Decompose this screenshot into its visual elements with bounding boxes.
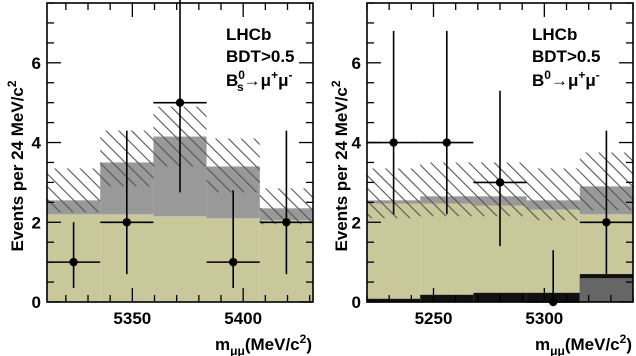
y-ticks-bs: 0 2 4 6: [32, 2, 313, 312]
x-axis-label-b0: mμμ(MeV/c2): [535, 332, 632, 356]
data-point-bs-1: [100, 130, 154, 275]
bar-background-bs-2: [153, 216, 207, 302]
panel-bs: Events per 24 MeV/c2 0 2 4 6 5350 5400 mμμ(M…: [5, 0, 314, 356]
decay-label-b0: B0→μ+μ-: [532, 68, 600, 90]
y-axis-label-bs: Events per 24 MeV/c2: [5, 80, 27, 251]
data-point-b0-2: [473, 90, 527, 247]
bdt-cut-label-bs: BDT>0.5: [226, 47, 295, 66]
panel-b0: Events per 24 MeV/c2 0 2 4 6 5250 5300 mμμ(M…: [329, 2, 634, 356]
x-ticks-b0: 5250 5300: [366, 3, 634, 328]
decay-label-bs: B0 s→μ+μ-: [226, 68, 292, 94]
bar-peaking-b0-1: [420, 294, 474, 302]
experiment-label-bs: LHCb: [226, 25, 271, 44]
x-tick-label-b0-1: 5300: [525, 309, 563, 328]
y-tick-label-bs-1: 2: [32, 213, 41, 232]
bar-background-b0-1: [420, 203, 474, 302]
data-point-bs-3: [206, 190, 260, 289]
x-tick-label-bs-0: 5350: [113, 309, 151, 328]
uncertainty-band-bs-3: [206, 138, 260, 193]
data-point-bs-2: [153, 0, 207, 193]
bar-peaking-inner-b0-4: [579, 278, 633, 302]
data-point-bs-0: [47, 222, 101, 289]
y-ticks-b0: 0 2 4 6: [352, 2, 633, 312]
x-tick-label-b0-0: 5250: [415, 309, 453, 328]
x-ticks-bs: 5350 5400: [65, 3, 311, 328]
bar-peaking-b0-0: [367, 298, 421, 302]
y-tick-label-b0-3: 6: [352, 54, 361, 73]
x-tick-label-bs-1: 5400: [224, 309, 262, 328]
y-tick-label-bs-2: 4: [32, 134, 42, 153]
data-point-b0-1: [420, 30, 474, 215]
x-axis-label-bs: mμμ(MeV/c2): [215, 332, 312, 356]
experiment-label-b0: LHCb: [532, 25, 577, 44]
y-tick-label-b0-0: 0: [352, 293, 361, 312]
y-tick-label-bs-3: 6: [32, 54, 41, 73]
y-axis-label-b0: Events per 24 MeV/c2: [329, 80, 351, 251]
uncertainty-band-bs-0: [47, 168, 101, 213]
bdt-cut-label-b0: BDT>0.5: [532, 47, 601, 66]
y-tick-label-b0-2: 4: [352, 134, 362, 153]
plot-area-bs: [46, 0, 314, 303]
plot-frame-bs: [46, 2, 314, 303]
uncertainty-band-b0-3: [526, 168, 580, 221]
y-tick-label-bs-0: 0: [32, 293, 41, 312]
y-tick-label-b0-1: 2: [352, 213, 361, 232]
bar-background-b0-0: [367, 203, 421, 302]
